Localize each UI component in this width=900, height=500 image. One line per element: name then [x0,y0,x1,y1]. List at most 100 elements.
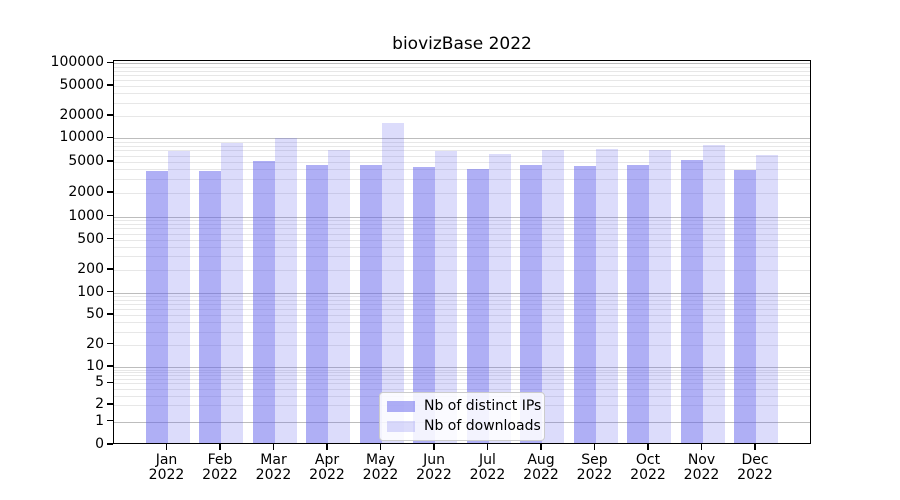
y-tick-mark [107,443,113,445]
y-tick-mark [107,403,113,406]
x-tick-year: 2022 [683,467,720,483]
gridline-minor [114,331,810,333]
x-tick-year: 2022 [630,467,666,483]
gridline-major [114,63,810,65]
y-tick-mark [107,61,113,64]
x-tick-label: Sep 2022 [565,453,625,483]
x-tick-label: Dec 2022 [725,453,785,483]
y-tick-label: 10000 [59,129,104,146]
y-tick-label: 5000 [68,152,104,169]
bar-distinct-ips [145,170,168,444]
gridline-minor [114,179,810,181]
x-tick-mark [700,444,703,450]
y-tick-label: 0 [95,436,104,452]
bar-downloads [649,149,671,444]
legend-label: Nb of distinct IPs [424,398,542,414]
gridline-minor [114,115,810,117]
x-tick-mark [754,444,756,450]
x-tick-label: Feb 2022 [190,453,250,483]
bar-distinct-ips [199,170,221,444]
x-tick-mark [647,444,649,450]
gridline-minor [114,383,810,385]
x-tick-label: Jun 2022 [404,453,464,483]
x-tick-label: Nov 2022 [672,453,732,483]
gridline-minor [114,102,810,104]
x-tick-year: 2022 [576,467,613,483]
gridline-minor [114,372,810,374]
x-tick-year: 2022 [362,467,399,483]
gridline-major [114,138,810,140]
x-tick-label: Oct 2022 [618,453,678,483]
gridline-minor [114,379,810,381]
y-tick-label: 1 [95,412,104,429]
bar-downloads [167,151,190,444]
y-tick-mark [107,365,113,367]
x-tick-mark [540,444,542,450]
x-tick-month: May [366,452,395,468]
gridline-minor [114,375,810,377]
x-tick-month: Apr [314,452,340,468]
x-tick-month: Feb [207,452,233,468]
x-tick-month: Jul [479,452,496,468]
gridline-minor [114,150,810,152]
y-tick-mark [107,290,113,293]
bar-downloads [595,149,618,444]
x-tick-mark [272,444,275,450]
gridline-minor [114,256,810,258]
x-tick-mark [219,444,221,450]
gridline-minor [114,322,810,324]
y-tick-label: 1000 [68,207,104,224]
bar-distinct-ips [627,165,649,444]
x-tick-mark [486,444,489,450]
x-tick-label: Aug 2022 [511,453,571,483]
y-tick-label: 50000 [59,76,104,93]
gridline-minor [114,344,810,346]
y-tick-mark [107,84,113,86]
x-tick-month: Mar [260,452,287,468]
x-tick-year: 2022 [255,467,292,483]
x-tick-year: 2022 [737,467,773,483]
bar-distinct-ips [306,164,328,444]
y-tick-mark [107,342,113,345]
bar-distinct-ips [573,166,596,444]
gridline-minor [114,309,810,311]
plot-area [113,60,811,444]
y-tick-mark [107,268,113,270]
gridline-minor [114,66,810,68]
bar-distinct-ips [413,167,435,444]
legend-item-downloads: Nb of downloads [387,418,541,435]
gridline-minor [114,145,810,147]
y-tick-label: 50 [86,306,104,323]
gridline-major [114,216,810,218]
x-tick-month: Aug [527,452,555,468]
gridline-minor [114,93,810,95]
gridline-major [114,367,810,368]
legend-swatch-downloads [387,421,415,432]
bar-distinct-ips [466,168,489,444]
gridline-minor [114,85,810,87]
y-tick-mark [107,237,113,240]
gridline-minor [114,193,810,195]
gridline-minor [114,169,810,171]
gridline-minor [114,299,810,301]
y-tick-mark [107,113,113,116]
x-tick-year: 2022 [202,467,238,483]
gridline-major [114,292,810,294]
x-tick-mark [593,444,596,450]
legend: Nb of distinct IPs Nb of downloads [379,392,545,441]
gridline-minor [114,141,810,143]
y-tick-mark [107,214,113,217]
x-tick-month: Jun [423,452,445,468]
bar-downloads [274,137,297,444]
bar-downloads [702,144,725,444]
gridline-minor [114,79,810,81]
x-tick-month: Sep [581,452,608,468]
x-tick-label: Jan 2022 [137,453,197,483]
gridline-minor [114,161,810,163]
chart-title: biovizBase 2022 [392,34,532,54]
gridline-minor [114,70,810,72]
bar-distinct-ips [680,159,703,444]
bar-distinct-ips [252,160,275,444]
x-tick-year: 2022 [469,467,506,483]
